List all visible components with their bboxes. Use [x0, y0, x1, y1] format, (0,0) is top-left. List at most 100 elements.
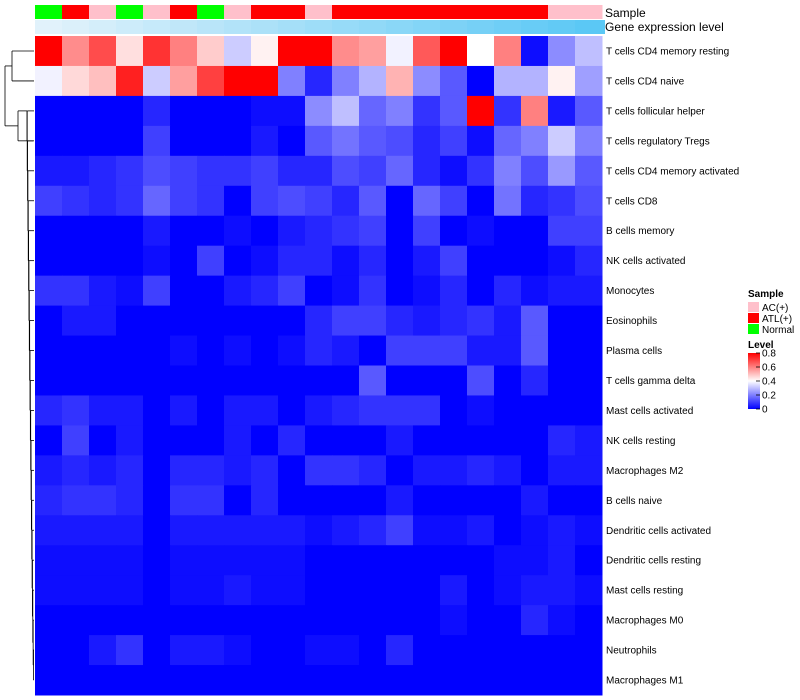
- heatmap-cell: [89, 335, 117, 366]
- heatmap-cell: [116, 425, 144, 456]
- heatmap-cell: [548, 95, 576, 127]
- heatmap-cell: [494, 635, 522, 666]
- heatmap-cell: [89, 155, 117, 187]
- heatmap-cell: [305, 95, 333, 127]
- heatmap-cell: [548, 185, 576, 217]
- heatmap-cell: [278, 215, 306, 247]
- heatmap-cell: [575, 305, 603, 337]
- legend-sample-label: Normal: [762, 325, 794, 336]
- gene-level-cell: [251, 20, 279, 34]
- heatmap-cell: [143, 365, 171, 396]
- heatmap-cell: [251, 425, 279, 456]
- heatmap-cell: [332, 65, 360, 97]
- heatmap-cell: [143, 36, 171, 67]
- heatmap-cell: [359, 185, 387, 217]
- heatmap-cell: [386, 485, 414, 516]
- sample-annotation-cell: [305, 5, 333, 19]
- heatmap-cell: [521, 365, 549, 396]
- heatmap-cell: [224, 125, 252, 157]
- heatmap-cell: [467, 425, 495, 456]
- heatmap-cell: [359, 155, 387, 187]
- row-label: Plasma cells: [606, 346, 662, 357]
- heatmap-cell: [467, 635, 495, 666]
- heatmap-cell: [494, 275, 522, 307]
- heatmap-cell: [494, 155, 522, 187]
- heatmap-cell: [521, 335, 549, 366]
- heatmap-cell: [143, 335, 171, 366]
- heatmap-cell: [548, 36, 576, 67]
- heatmap-cell: [89, 605, 117, 636]
- heatmap-cell: [143, 395, 171, 426]
- heatmap-cell: [224, 185, 252, 217]
- heatmap-cell: [575, 125, 603, 157]
- heatmap-cell: [170, 545, 198, 576]
- sample-annotation-cell: [440, 5, 468, 19]
- heatmap-cell: [332, 245, 360, 277]
- heatmap-cell: [494, 395, 522, 426]
- heatmap-cell: [575, 95, 603, 127]
- heatmap-cell: [413, 305, 441, 337]
- row-label: B cells naive: [606, 496, 663, 507]
- heatmap-cell: [35, 395, 63, 426]
- heatmap-cell: [143, 155, 171, 187]
- heatmap-cell: [494, 185, 522, 217]
- heatmap-cell: [251, 215, 279, 247]
- row-label: Macrophages M0: [606, 616, 684, 627]
- heatmap-cell: [494, 575, 522, 606]
- heatmap-cell: [143, 665, 171, 696]
- heatmap-cell: [278, 365, 306, 396]
- heatmap-cell: [575, 425, 603, 456]
- heatmap-cell: [305, 425, 333, 456]
- heatmap-cell: [143, 65, 171, 97]
- heatmap-cell: [359, 65, 387, 97]
- heatmap-cell: [62, 305, 90, 337]
- heatmap-cell: [440, 515, 468, 546]
- heatmap-cell: [359, 365, 387, 396]
- legend-swatch: [748, 302, 759, 312]
- heatmap-cell: [170, 455, 198, 486]
- heatmap-cell: [548, 515, 576, 546]
- heatmap-cell: [359, 425, 387, 456]
- row-dendrogram: [4, 50, 34, 681]
- heatmap-cell: [332, 185, 360, 217]
- row-label: T cells CD4 memory resting: [606, 46, 729, 57]
- sample-annotation-cell: [35, 5, 63, 19]
- heatmap-cell: [251, 65, 279, 97]
- heatmap-cell: [278, 305, 306, 337]
- heatmap-cell: [251, 245, 279, 277]
- heatmap-cell: [89, 485, 117, 516]
- heatmap-cell: [467, 215, 495, 247]
- legend: Sample AC(+)ATL(+)Normal Level 0.8 0.6 0.4…: [748, 289, 794, 416]
- heatmap-cell: [251, 515, 279, 546]
- heatmap-cell: [413, 575, 441, 606]
- heatmap-cell: [332, 36, 360, 67]
- heatmap-cell: [197, 125, 225, 157]
- gene-level-cell: [467, 20, 495, 34]
- heatmap-cell: [359, 125, 387, 157]
- heatmap-cell: [386, 305, 414, 337]
- heatmap-cell: [548, 305, 576, 337]
- heatmap-cell: [548, 485, 576, 516]
- heatmap-cell: [116, 125, 144, 157]
- heatmap-cell: [62, 95, 90, 127]
- row-label: T cells CD8: [606, 196, 658, 207]
- heatmap-cell: [278, 65, 306, 97]
- heatmap-cell: [170, 65, 198, 97]
- heatmap-cell: [251, 545, 279, 576]
- sample-annotation-cell: [521, 5, 549, 19]
- heatmap-cell: [332, 365, 360, 396]
- heatmap-cell: [575, 335, 603, 366]
- heatmap-cell: [440, 545, 468, 576]
- heatmap-cell: [224, 605, 252, 636]
- heatmap-cell: [413, 65, 441, 97]
- heatmap-cell: [305, 215, 333, 247]
- gene-level-cell: [89, 20, 117, 34]
- heatmap-cell: [440, 455, 468, 486]
- legend-sample-label: AC(+): [762, 303, 788, 314]
- heatmap-cell: [440, 65, 468, 97]
- gene-level-cell: [575, 20, 603, 34]
- heatmap-cell: [197, 635, 225, 666]
- heatmap-cell: [224, 635, 252, 666]
- heatmap-cell: [332, 395, 360, 426]
- gene-level-cell: [413, 20, 441, 34]
